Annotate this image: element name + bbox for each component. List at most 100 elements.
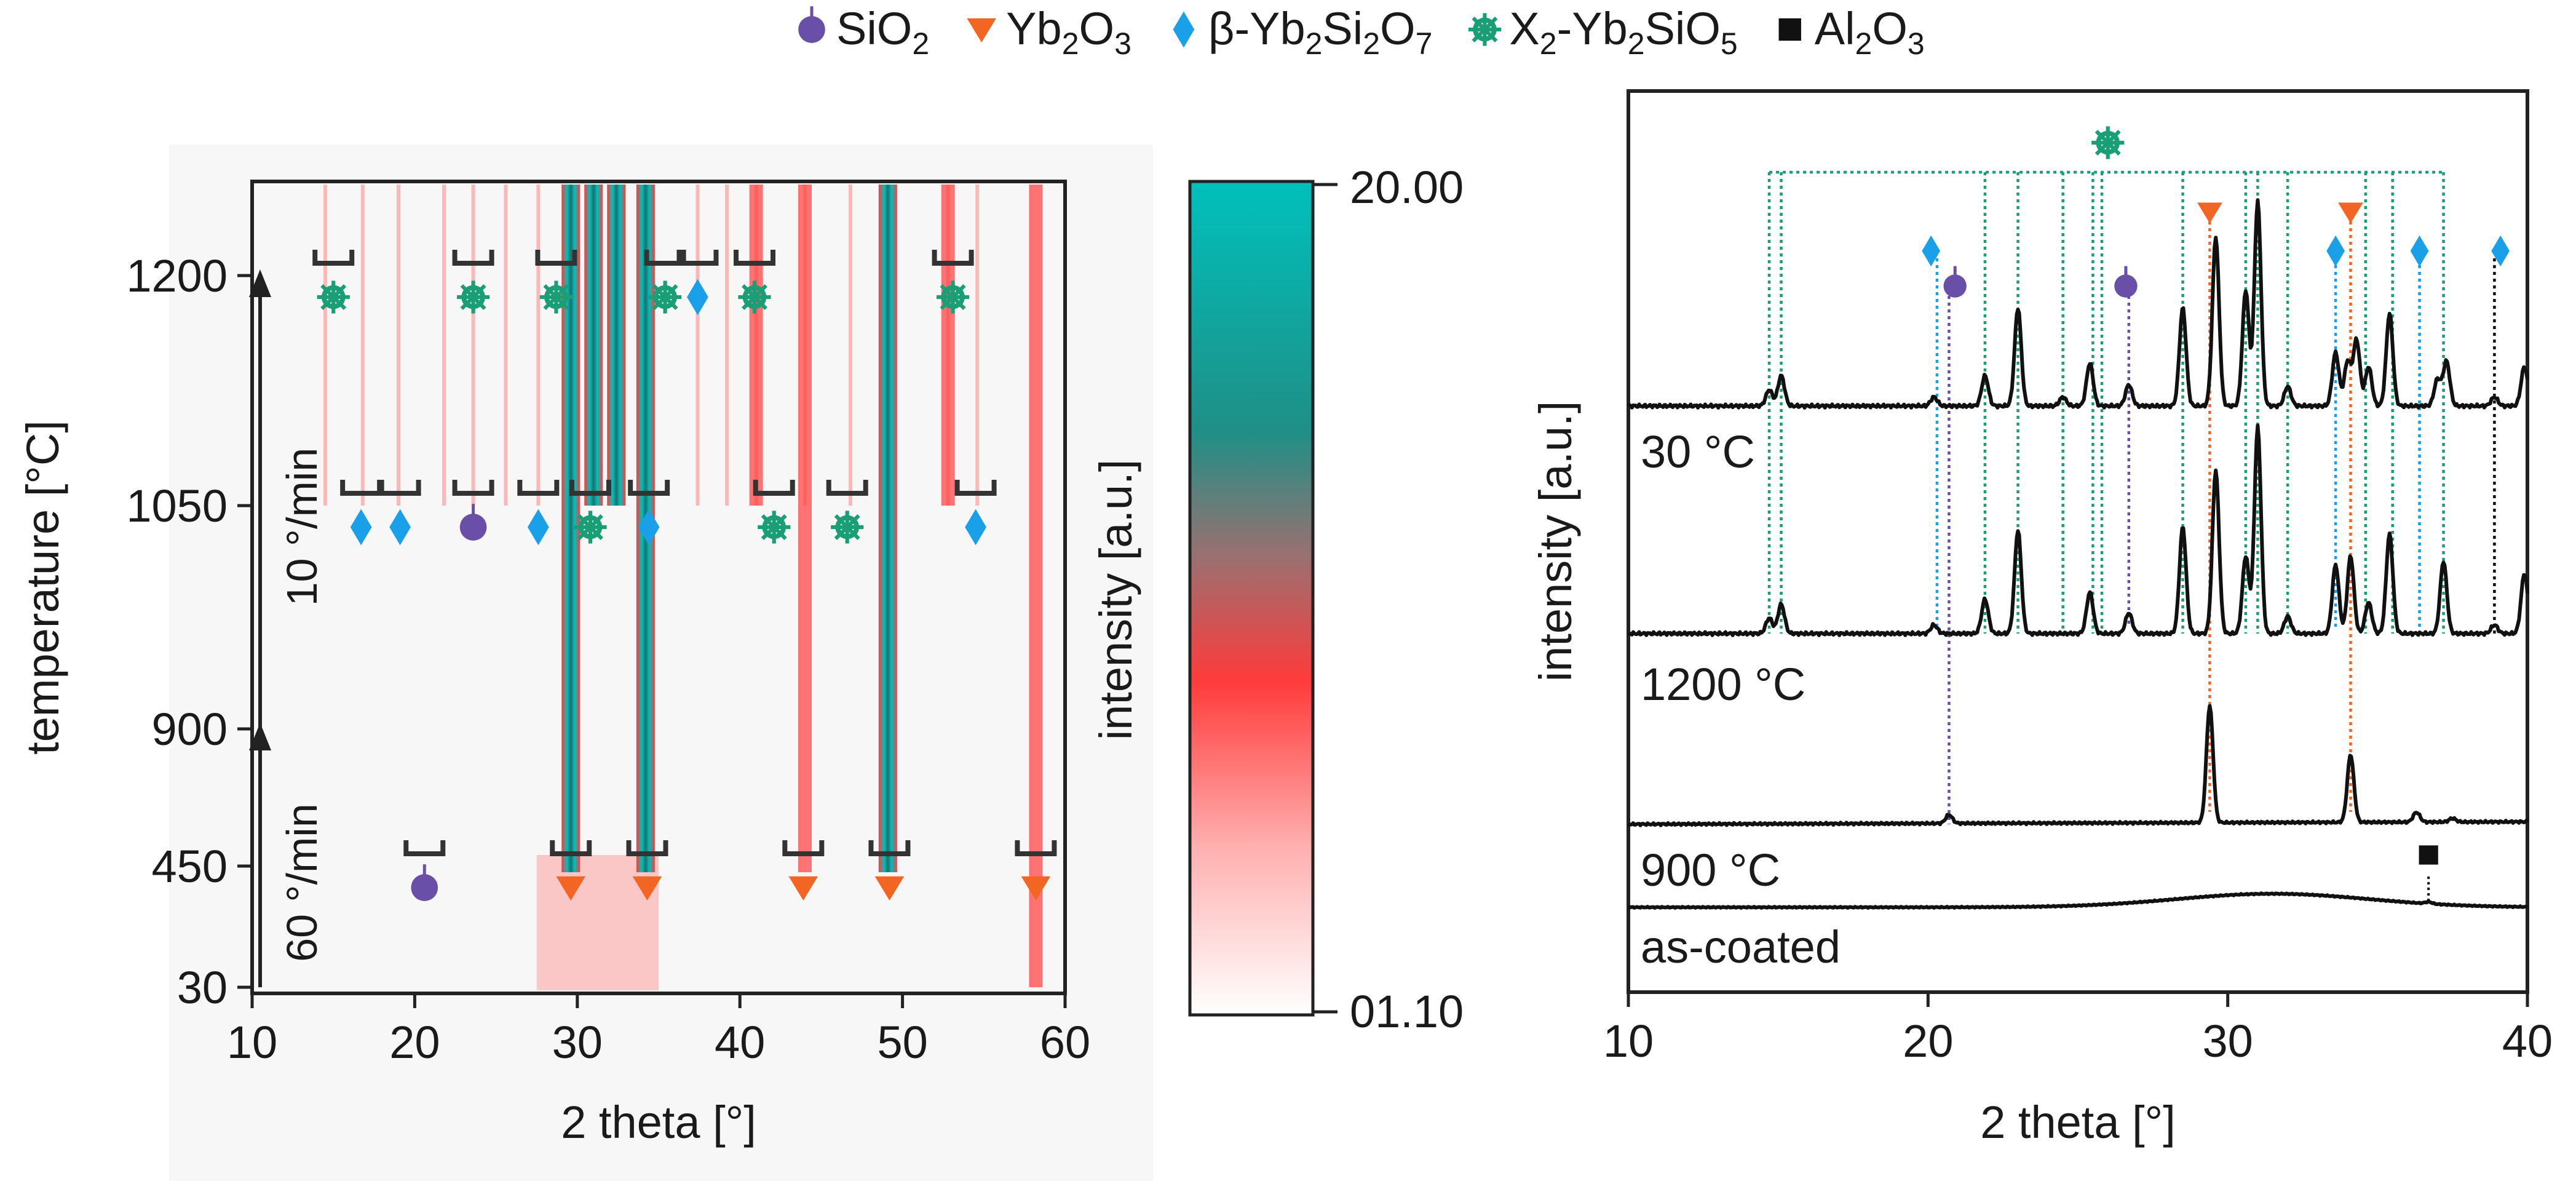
x2-marker-spoke [555, 295, 569, 310]
sio2-marker-dot [459, 514, 487, 541]
heatmap-y-tick-label: 30 [177, 962, 228, 1013]
beta-marker-icon [527, 509, 549, 546]
x2-marker-spoke [577, 514, 592, 529]
heatmap-medium-line [1029, 185, 1043, 987]
xrd-pattern-line [1627, 423, 2529, 637]
heatmap-faint-line [975, 185, 980, 506]
x2-marker-spoke [332, 284, 347, 299]
xrd-x-label: 2 theta [°] [1980, 1097, 2176, 1148]
beta-marker-icon [1173, 11, 1195, 48]
annotation-bracket [753, 480, 795, 496]
heatmap-y-label: temperature [°C] [17, 420, 68, 755]
x2-marker-spoke [320, 284, 335, 299]
x2-marker-spoke [472, 284, 486, 299]
xrd-pattern-line [1627, 704, 2529, 827]
x2-marker-icon [456, 280, 490, 314]
x2-marker-spoke [940, 284, 954, 299]
sio2-marker-icon [798, 6, 825, 43]
heatmap-faint-line [696, 185, 700, 506]
x2-marker-spoke [834, 514, 849, 529]
yb2o3-marker-icon [874, 876, 905, 901]
colorbar-gradient [1188, 180, 1315, 1017]
xrd-pattern-label: 30 °C [1641, 426, 1755, 477]
heatmap-diffuse-band [536, 855, 659, 990]
x2-marker-spoke [1483, 28, 1498, 42]
annotation-bracket [517, 480, 560, 496]
annotation-bracket [535, 250, 577, 266]
x2-marker-spoke [846, 525, 860, 540]
x2-marker-spoke [555, 284, 569, 299]
heatmap-faint-line [536, 185, 541, 506]
heatmap-faint-line [471, 185, 475, 506]
ramp-rate-label: 10 °/min [278, 448, 326, 606]
x2-marker-spoke [2106, 130, 2121, 145]
beta-marker-icon [389, 509, 411, 546]
legend-label-beta: β-Yb2​Si2​O7​ [1208, 3, 1433, 61]
heatmap-y-tick-label: 1050 [126, 480, 228, 531]
legend-label-x2: X2​-Yb2​SiO5​ [1509, 3, 1737, 61]
heatmap-x-tick-label: 30 [552, 1017, 603, 1068]
xrd-pattern-label: 1200 °C [1641, 659, 1805, 710]
x2-marker-spoke [951, 295, 966, 310]
x2-marker-spoke [951, 284, 966, 299]
legend: SiO2​ Yb2​O3​ β-Yb2​Si2​O7​ X2​-Yb2​SiO5​ Al… [798, 3, 1925, 61]
beta-marker-icon [350, 509, 372, 546]
heatmap-faint-line [442, 185, 446, 506]
x2-marker-spoke [543, 295, 558, 310]
yb2o3-marker-icon [632, 876, 662, 901]
heatmap-annotations [312, 250, 1057, 901]
sio2-marker-icon [459, 504, 487, 541]
x2-marker-spoke [664, 284, 678, 299]
beta-marker-icon [687, 279, 708, 316]
heatmap-faint-line [848, 185, 852, 506]
heatmap-y-tick-label: 450 [152, 841, 228, 892]
xrd-x-tick-label: 30 [2203, 1016, 2253, 1067]
heatmap-x-tick-label: 40 [715, 1017, 765, 1068]
x2-marker-spoke [846, 514, 860, 529]
x2-marker-icon [539, 280, 573, 314]
annotation-bracket [626, 840, 668, 856]
x2-marker-spoke [772, 525, 787, 540]
heatmap-panel: 10 20 30 40 50 60 30 450 900 1050 1200 2 theta [°]… [17, 145, 1153, 1181]
annotation-bracket [932, 250, 974, 266]
x2-marker-spoke [543, 284, 558, 299]
sio2-marker-icon [1943, 266, 1967, 298]
heatmap-backdrop [169, 145, 1153, 1181]
yb2o3-marker-icon [788, 876, 818, 901]
heatmap-y-tick-label: 900 [152, 704, 228, 755]
annotation-bracket [550, 840, 592, 856]
annotation-bracket [644, 250, 686, 266]
x2-marker-icon [738, 280, 771, 314]
x2-marker-spoke [577, 525, 592, 540]
annotation-bracket [312, 250, 355, 266]
x2-marker-spoke [2106, 141, 2121, 156]
heatmap-x-tick-label: 60 [1040, 1017, 1090, 1068]
x2-marker-icon [2091, 126, 2125, 159]
xrd-pattern-line [1627, 891, 2529, 910]
heatmap-intense-line [584, 185, 603, 506]
x2-marker-icon [648, 280, 682, 314]
xrd-frame [1627, 89, 2529, 994]
sio2-marker-dot [2114, 274, 2138, 298]
xrd-x-tick-label: 10 [1603, 1016, 1654, 1067]
heatmap-medium-line [749, 185, 763, 506]
x2-marker-spoke [2094, 141, 2109, 156]
beta-marker-icon [638, 509, 660, 546]
x2-marker-icon [758, 511, 791, 544]
x2-marker-spoke [472, 295, 486, 310]
annotation-bracket [868, 840, 911, 856]
colorbar-max-label: 20.00 [1350, 162, 1464, 213]
xrd-pattern-line [1627, 198, 2529, 410]
legend-label-al2o3: Al2​O3​ [1815, 3, 1925, 61]
x2-marker-spoke [753, 284, 767, 299]
x2-marker-spoke [460, 284, 475, 299]
annotation-bracket [782, 840, 825, 856]
x2-marker-spoke [589, 525, 603, 540]
sio2-marker-icon [2114, 266, 2138, 298]
heatmap-x-tick-label: 20 [389, 1017, 440, 1068]
yb2o3-marker-icon [2197, 202, 2222, 223]
x2-marker-spoke [320, 295, 335, 310]
x2-marker-spoke [664, 295, 678, 310]
yb2o3-marker-icon [967, 18, 996, 42]
xrd-panel: 30 °C 1200 °C 900 °C as-coated 10 20 30 40 2 t… [1530, 89, 2553, 1148]
